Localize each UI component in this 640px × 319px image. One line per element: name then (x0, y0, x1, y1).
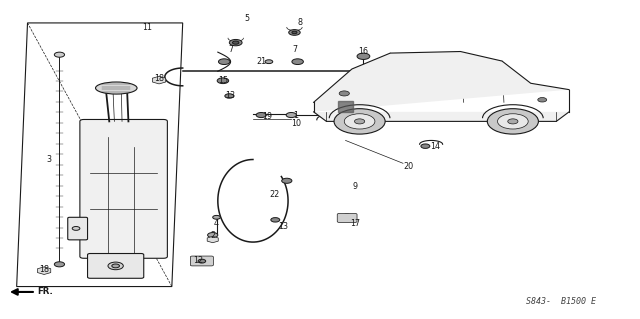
Text: 18: 18 (39, 264, 49, 274)
FancyBboxPatch shape (68, 217, 88, 240)
Circle shape (355, 119, 365, 124)
Circle shape (72, 226, 80, 230)
Circle shape (232, 41, 239, 44)
Circle shape (217, 78, 228, 84)
Text: 18: 18 (154, 74, 164, 83)
Circle shape (538, 98, 547, 102)
Circle shape (357, 53, 370, 59)
Circle shape (225, 94, 234, 98)
FancyBboxPatch shape (190, 256, 213, 266)
Circle shape (41, 269, 47, 272)
Circle shape (282, 178, 292, 183)
Circle shape (229, 40, 242, 46)
Text: 13: 13 (278, 222, 288, 231)
Circle shape (108, 262, 124, 270)
Text: 17: 17 (350, 219, 360, 228)
Text: 5: 5 (244, 14, 249, 23)
Text: 14: 14 (430, 142, 440, 151)
Circle shape (344, 114, 375, 129)
Circle shape (497, 114, 528, 129)
Text: 11: 11 (143, 23, 152, 32)
Text: 7: 7 (228, 45, 233, 55)
FancyBboxPatch shape (88, 254, 144, 278)
Text: 7: 7 (292, 45, 297, 55)
Ellipse shape (95, 82, 137, 94)
Text: 3: 3 (46, 155, 51, 164)
Text: 1: 1 (293, 111, 298, 120)
Text: 22: 22 (269, 190, 279, 199)
Circle shape (218, 59, 230, 64)
Text: 12: 12 (194, 256, 204, 265)
Text: 10: 10 (291, 119, 301, 129)
Circle shape (421, 144, 430, 148)
Polygon shape (338, 101, 353, 112)
Text: 13: 13 (225, 92, 236, 100)
Circle shape (271, 218, 280, 222)
Circle shape (286, 113, 296, 118)
Text: 8: 8 (297, 19, 302, 27)
Circle shape (212, 215, 220, 219)
FancyBboxPatch shape (337, 213, 357, 222)
Text: 21: 21 (256, 56, 266, 65)
Text: 4: 4 (214, 219, 219, 228)
Circle shape (265, 60, 273, 63)
Text: S843-  B1500 E: S843- B1500 E (526, 297, 596, 306)
Circle shape (54, 52, 65, 57)
Circle shape (339, 91, 349, 96)
Polygon shape (314, 51, 569, 122)
Circle shape (292, 31, 297, 34)
Text: 9: 9 (353, 182, 358, 191)
Text: 16: 16 (358, 47, 369, 56)
Circle shape (508, 119, 518, 124)
Circle shape (112, 264, 120, 268)
Text: 20: 20 (403, 162, 413, 171)
Circle shape (292, 59, 303, 64)
Circle shape (198, 259, 205, 263)
FancyBboxPatch shape (80, 120, 168, 258)
Circle shape (340, 214, 353, 220)
Circle shape (487, 109, 538, 134)
Polygon shape (17, 23, 182, 286)
Circle shape (156, 78, 163, 82)
Circle shape (207, 233, 218, 238)
Circle shape (289, 30, 300, 35)
Text: FR.: FR. (38, 287, 54, 296)
Circle shape (344, 216, 350, 219)
Circle shape (54, 262, 65, 267)
Text: 15: 15 (218, 76, 228, 85)
Circle shape (334, 109, 385, 134)
Circle shape (256, 113, 266, 118)
Text: 19: 19 (262, 112, 273, 121)
Text: 2: 2 (210, 231, 215, 240)
